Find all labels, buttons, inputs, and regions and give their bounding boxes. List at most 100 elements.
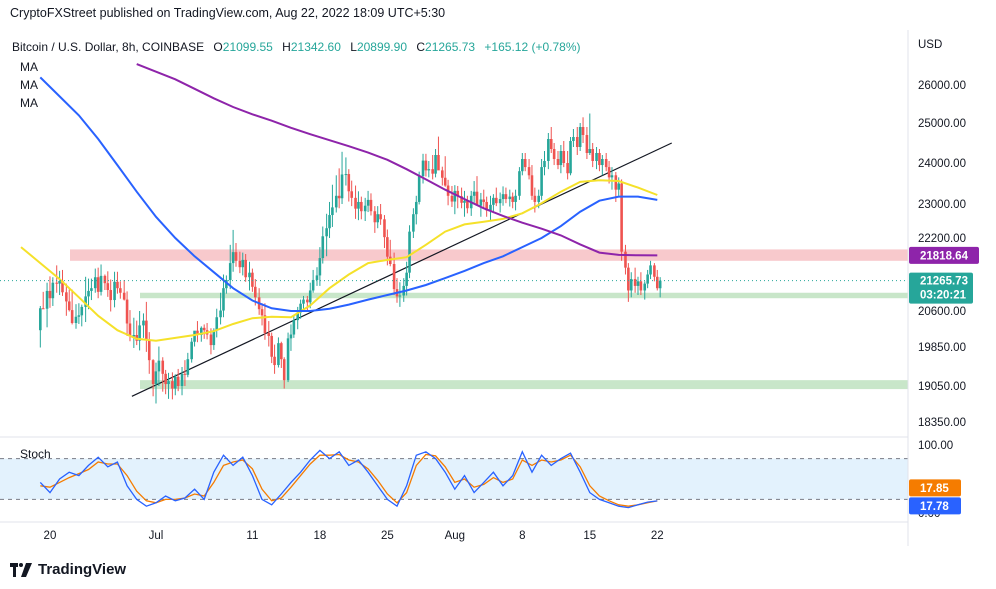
candle [540,159,543,200]
candle [328,201,331,238]
candle [289,324,293,351]
candle [321,226,325,264]
candle [41,291,45,310]
candle [109,279,112,312]
candle [273,344,276,374]
candle-body [417,176,421,202]
candle [575,127,579,155]
candle [629,272,633,298]
candle [398,282,402,307]
candle-body [80,306,84,316]
candle [119,281,122,299]
candle-body [518,171,521,196]
candle [523,153,527,172]
candle [84,276,87,323]
candle [145,301,148,352]
candle-body [93,277,97,289]
candle-body [360,201,363,212]
candle [601,155,604,176]
candle [103,274,107,291]
candle-body [147,339,151,361]
candle [492,194,495,213]
candle [453,185,457,215]
candle-body [173,376,177,389]
candle-body [601,159,604,166]
candle-body [270,335,273,357]
candle [624,244,627,275]
candle-body [624,251,627,268]
candle [581,117,585,143]
candle [125,291,129,336]
stoch-label[interactable]: Stoch [20,447,51,461]
time-tick-label: 8 [519,530,525,542]
candle [610,167,614,190]
candle [238,251,242,274]
candle-body [39,308,42,331]
candle-body [183,373,187,375]
candle [636,276,640,296]
candle [90,278,93,301]
candle [80,304,84,327]
candle-body [441,170,444,178]
ma-label-1[interactable]: MA [20,60,38,74]
candle [646,269,649,289]
candle-body [228,263,232,280]
candle-body [636,281,640,286]
candle [482,189,486,208]
price-tick-label: 19850.00 [918,342,966,354]
candle [552,143,556,166]
candle [99,264,103,296]
candle [142,313,145,338]
stoch-band [0,458,908,500]
candle [96,267,100,299]
candle [215,308,219,338]
candle-body [289,334,293,339]
candle [431,155,434,180]
candle-body [569,141,572,174]
candle [318,247,322,286]
candle-body [460,196,463,203]
ma-purple-line [136,63,658,257]
candle [443,156,447,187]
candle-body [186,359,190,375]
ma-label-2[interactable]: MA [20,78,38,92]
candle-body [267,333,271,336]
candle-body [527,167,531,176]
candle-body [154,371,158,385]
candle [649,260,652,280]
candle-body [373,211,377,223]
candle [267,321,271,347]
candle [585,127,589,159]
ma-label-3[interactable]: MA [20,96,38,110]
candle-body [421,160,425,177]
candle-body [61,280,64,293]
candle [202,324,206,339]
candle-body [508,196,512,200]
candle-body [212,330,216,346]
candle-body [556,159,560,166]
candle-body [74,316,78,323]
candle-body [106,283,110,291]
candle-body [620,183,623,252]
tradingview-brand[interactable]: TradingView [38,561,127,578]
candle-body [549,139,553,149]
close-label: C [416,40,425,54]
candle-body [386,237,389,257]
candle [340,151,344,204]
candle [106,271,110,297]
candle [74,304,78,329]
candle-body [325,228,328,237]
candle [263,303,267,340]
candle [598,149,601,172]
candle-body [234,252,238,261]
candle-body [48,290,52,299]
candle [93,268,97,293]
candle-body [521,159,524,172]
candle-body [504,194,508,200]
candle [466,195,469,214]
ma-badge: 21818.64 [909,246,979,264]
candle-body [99,275,103,292]
candle-body [434,155,437,174]
candle-body [248,272,251,278]
